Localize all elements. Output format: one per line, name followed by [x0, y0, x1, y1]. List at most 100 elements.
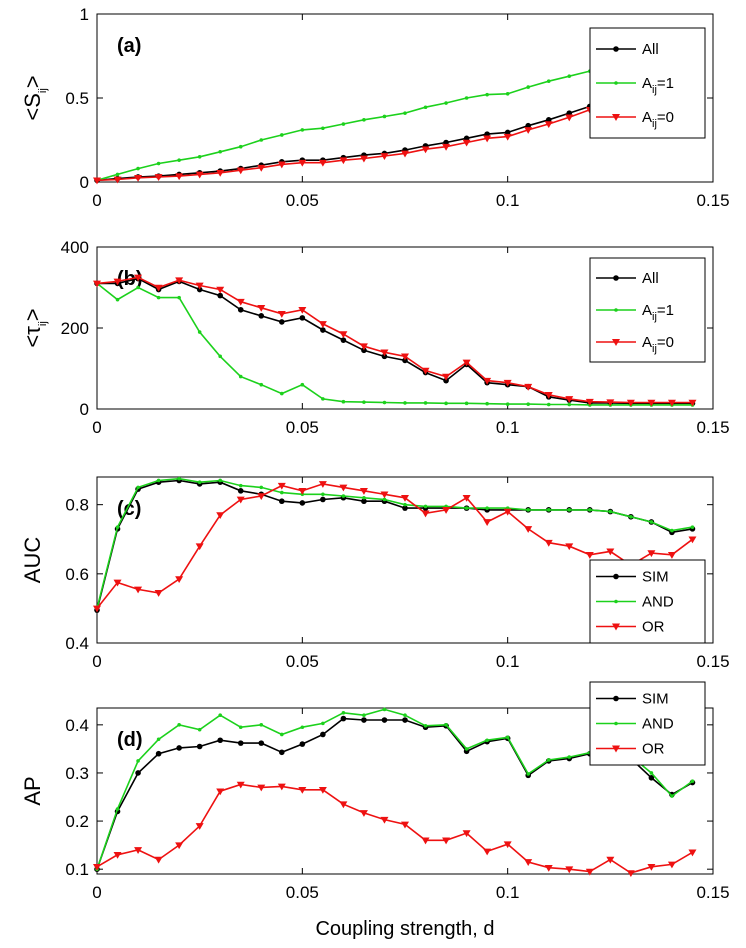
data-point-or [195, 543, 204, 551]
legend-marker-aij-0 [612, 114, 620, 121]
y-axis-label: AP [20, 776, 45, 805]
y-axis-label-main: AP [20, 776, 45, 805]
data-point-and [362, 495, 366, 500]
data-point-aij-1 [115, 297, 120, 302]
y-tick-label: 0.5 [65, 89, 89, 108]
data-point-aij-1 [177, 295, 181, 300]
data-point-aij-0 [606, 399, 615, 407]
y-tick-label: 0 [80, 173, 89, 192]
x-tick-label: 0.15 [696, 191, 729, 210]
data-point-or [298, 786, 307, 794]
data-point-and [238, 483, 243, 488]
y-axis-label: <Sij> [20, 75, 49, 120]
data-point-sim [320, 496, 326, 503]
y-axis-label-close: > [20, 308, 45, 321]
data-point-aij-1 [444, 101, 448, 105]
data-point-or [277, 482, 286, 490]
data-point-or [175, 842, 184, 850]
y-tick-label: 0 [80, 400, 89, 419]
data-point-or [318, 786, 327, 794]
data-point-aij-1 [505, 402, 510, 406]
x-axis-label: Coupling strength, d [315, 918, 494, 940]
legend-marker-sim [613, 695, 619, 702]
data-point-and [567, 755, 572, 759]
x-tick-label: 0.05 [286, 191, 319, 210]
y-axis-label: AUC [20, 537, 45, 584]
data-point-aij-0 [503, 133, 512, 141]
data-point-aij-0 [585, 398, 594, 406]
data-point-or [667, 552, 676, 559]
legend-label-main: A [642, 334, 652, 351]
data-point-aij-1 [485, 401, 489, 406]
legend-label-sim: SIM [642, 691, 669, 708]
data-point-aij-0 [195, 282, 204, 290]
data-point-and [341, 494, 346, 498]
y-tick-label: 1 [80, 5, 89, 24]
x-tick-label: 0 [92, 191, 101, 210]
legend-label-main: SIM [642, 691, 669, 708]
data-point-and [259, 485, 264, 490]
data-point-aij-1 [197, 155, 202, 159]
data-point-aij-0 [565, 396, 574, 403]
legend-marker-all [613, 275, 619, 281]
y-axis-label: <τij> [20, 308, 49, 347]
legend-marker-aij-1 [614, 308, 618, 312]
data-point-aij-1 [218, 354, 222, 359]
data-point-and [444, 723, 448, 727]
legend-label-and: AND [642, 716, 674, 733]
legend-label-aij-1: Aij=1 [642, 302, 674, 323]
data-point-aij-0 [175, 277, 184, 285]
data-point-aij-0 [318, 321, 327, 328]
legend-label-aij-0: Aij=0 [642, 334, 674, 355]
data-point-and [321, 721, 325, 726]
legend-marker-and [614, 721, 618, 726]
legend-label-rest: =1 [657, 302, 674, 319]
panel-c: 0 0.05 0.1 0.15 0.4 0.6 0.8 AUC (c) SIM AND OR [20, 476, 730, 671]
x-tick-label: 0 [92, 883, 101, 902]
data-point-aij-1 [197, 330, 202, 334]
data-point-aij-1 [403, 401, 407, 405]
data-point-or [647, 863, 656, 871]
data-point-or [524, 526, 533, 533]
legend-marker-sim [613, 573, 619, 580]
data-point-all [484, 131, 490, 137]
data-point-aij-0 [113, 176, 122, 184]
data-point-and [382, 707, 387, 712]
data-point-and [690, 525, 695, 529]
data-point-sim [237, 488, 244, 494]
y-axis-label-sub: ij [37, 88, 49, 93]
legend-label-or: OR [642, 741, 665, 758]
data-point-and [546, 508, 551, 512]
data-point-aij-1 [362, 400, 366, 404]
data-point-and [382, 497, 387, 502]
data-point-aij-0 [421, 367, 430, 375]
data-point-aij-1 [115, 172, 120, 177]
legend-marker-and [614, 599, 618, 604]
data-point-sim [135, 770, 141, 776]
data-point-aij-0 [93, 280, 101, 288]
data-point-sim [237, 740, 244, 746]
data-point-and [321, 492, 325, 497]
data-point-and [526, 508, 530, 512]
panel-label: (d) [117, 729, 143, 751]
data-point-aij-0 [565, 114, 574, 122]
x-tick-label: 0 [92, 652, 101, 671]
data-point-sim [299, 500, 306, 506]
data-point-or [606, 548, 615, 556]
data-point-aij-0 [134, 175, 143, 182]
data-point-aij-1 [280, 133, 284, 137]
data-point-aij-1 [136, 285, 140, 290]
data-point-or [462, 830, 471, 838]
data-point-sim [402, 505, 408, 511]
data-point-and [238, 725, 243, 730]
data-point-or [442, 507, 451, 514]
x-tick-label: 0.1 [496, 418, 520, 437]
data-point-sim [320, 731, 326, 738]
data-point-and [156, 737, 161, 742]
data-point-and [567, 508, 572, 512]
data-point-and [218, 713, 222, 718]
series-line-or [96, 483, 693, 609]
legend-label-sub: ij [652, 343, 657, 355]
